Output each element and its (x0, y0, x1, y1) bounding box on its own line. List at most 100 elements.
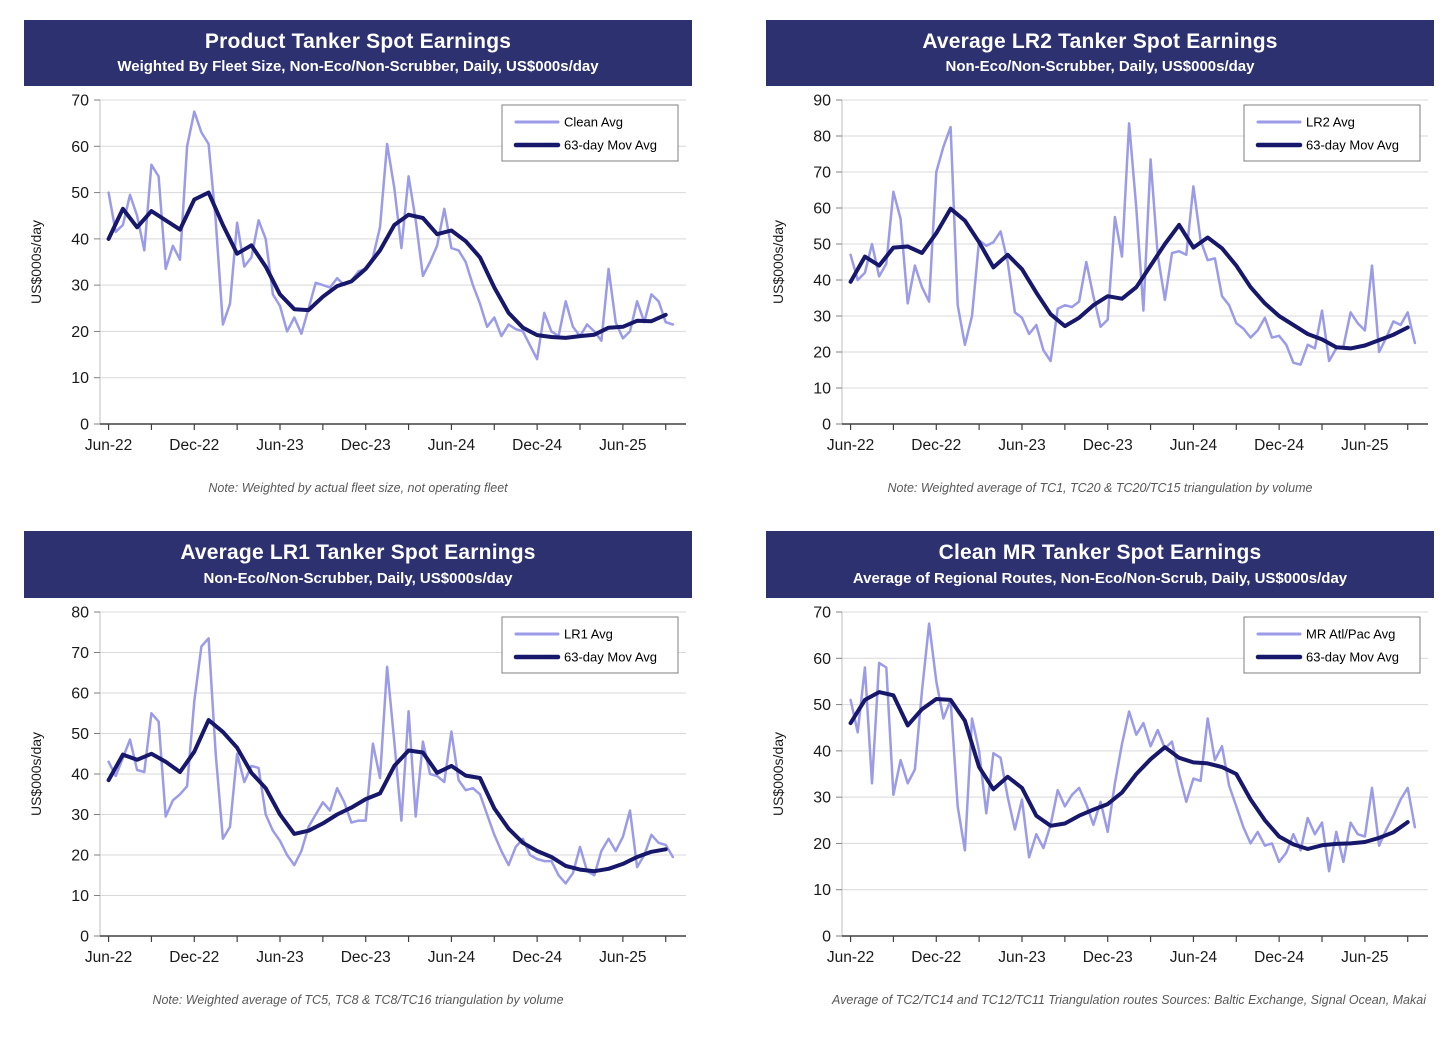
y-tick-label: 10 (813, 381, 831, 398)
x-tick-label: Jun-25 (1341, 437, 1388, 454)
y-tick-label: 50 (71, 726, 89, 743)
y-tick-label: 30 (71, 807, 89, 824)
series-line-63-day-mov-avg (848, 689, 1410, 851)
chart-title: Product Tanker Spot Earnings (204, 30, 512, 53)
panel-lr1-tanker: Average LR1 Tanker Spot Earnings Non-Eco… (24, 531, 692, 1012)
y-tick-label: 20 (813, 835, 831, 852)
series-line-63-day-mov-avg (106, 190, 668, 341)
y-tick-label: 40 (813, 273, 831, 290)
chart-note: Note: Weighted average of TC5, TC8 & TC8… (152, 992, 564, 1007)
legend-box (1243, 104, 1421, 162)
series-line-63-day-mov-avg (106, 717, 668, 873)
y-tick-label: 50 (813, 697, 831, 714)
y-tick-label: 40 (71, 232, 89, 249)
y-tick-label: 0 (822, 417, 831, 434)
x-tick-label: Jun-22 (85, 437, 132, 454)
series-line-lr2-avg (849, 122, 1417, 367)
product-tanker-chart-canvas: 0 10 20 30 40 50 60 70 US$000s/day Jun-22 Dec-22 Ju… (28, 93, 686, 454)
y-tick-label: 80 (813, 129, 831, 146)
y-tick-label: 90 (813, 93, 831, 110)
x-tick-label: Dec-23 (1083, 437, 1133, 454)
legend-box (501, 104, 679, 162)
y-tick-label: 60 (71, 139, 89, 156)
y-tick-label: 20 (71, 847, 89, 864)
series-line-lr1-avg (107, 636, 675, 885)
y-tick-label: 30 (813, 309, 831, 326)
y-axis-label: US$000s/day (770, 220, 786, 304)
x-tick-label: Jun-24 (1170, 437, 1218, 454)
y-axis-label: US$000s/day (770, 731, 786, 815)
chart-area: 0 10 20 30 40 50 60 70 US$000s/day Jun-22 Dec-22 Ju… (24, 86, 692, 478)
legend-label: Clean Avg (564, 115, 623, 130)
x-tick-label: Jun-24 (1170, 949, 1218, 966)
y-tick-label: 50 (813, 237, 831, 254)
legend-label: 63-day Mov Avg (1306, 138, 1399, 153)
x-tick-label: Jun-22 (827, 949, 874, 966)
y-tick-label: 70 (71, 645, 89, 662)
y-tick-label: 0 (822, 928, 831, 945)
series-line-mr-atl-pac-avg (849, 621, 1417, 872)
y-tick-label: 0 (80, 417, 89, 434)
lr1-chart-canvas: 0 10 20 30 40 50 60 70 80 US$000s/day Jun-22 Dec-22… (28, 604, 686, 966)
y-tick-label: 80 (71, 604, 89, 621)
y-tick-label: 30 (71, 278, 89, 295)
chart-area: 0 10 20 30 40 50 60 70 80 US$000s/day Jun-22 Dec-22… (24, 598, 692, 990)
legend-box (501, 616, 679, 673)
x-tick-label: Dec-23 (341, 949, 391, 966)
dashboard-grid: Product Tanker Spot Earnings Weighted By… (24, 20, 1434, 1012)
y-tick-label: 60 (71, 685, 89, 702)
y-tick-label: 10 (71, 370, 89, 387)
x-tick-label: Jun-24 (428, 949, 476, 966)
panel-product-tanker: Product Tanker Spot Earnings Weighted By… (24, 20, 692, 501)
x-tick-label: Dec-23 (341, 437, 391, 454)
x-tick-label: Dec-24 (512, 949, 562, 966)
x-tick-label: Dec-22 (911, 437, 961, 454)
panel-mr-tanker: Clean MR Tanker Spot Earnings Average of… (766, 531, 1434, 1012)
x-tick-label: Jun-25 (1341, 949, 1388, 966)
legend-label: LR1 Avg (564, 626, 613, 641)
legend-label: LR2 Avg (1306, 115, 1355, 130)
x-tick-label: Jun-25 (599, 437, 646, 454)
y-tick-label: 10 (71, 888, 89, 905)
x-tick-label: Dec-24 (512, 437, 562, 454)
chart-banner: Average LR2 Tanker Spot Earnings Non-Eco… (766, 20, 1434, 87)
chart-note: Note: Weighted average of TC1, TC20 & TC… (887, 481, 1313, 496)
x-tick-label: Dec-22 (911, 949, 961, 966)
x-tick-label: Jun-25 (599, 949, 646, 966)
y-tick-label: 70 (813, 604, 831, 621)
x-tick-label: Jun-23 (998, 949, 1045, 966)
y-axis-label: US$000s/day (28, 731, 44, 815)
x-tick-label: Dec-23 (1083, 949, 1133, 966)
legend-label: 63-day Mov Avg (564, 138, 657, 153)
x-tick-label: Jun-22 (827, 437, 874, 454)
x-tick-label: Jun-23 (256, 949, 303, 966)
lr2-chart-canvas: 0 10 20 30 40 50 60 70 80 90 US$000s/day Jun-22 Dec-… (770, 93, 1428, 454)
chart-area: 0 10 20 30 40 50 60 70 US$000s/day Jun-22 Dec-22 Ju… (766, 598, 1434, 990)
x-tick-label: Jun-23 (256, 437, 303, 454)
chart-title: Clean MR Tanker Spot Earnings (938, 541, 1262, 565)
legend-label: MR Atl/Pac Avg (1306, 626, 1395, 641)
y-tick-label: 10 (813, 882, 831, 899)
sources-note: Sources: Baltic Exchange, Signal Ocean, … (1161, 992, 1426, 1007)
y-tick-label: 20 (813, 345, 831, 362)
chart-subtitle: Average of Regional Routes, Non-Eco/Non-… (852, 569, 1348, 587)
y-axis-label: US$000s/day (28, 220, 44, 304)
y-tick-label: 50 (71, 185, 89, 202)
chart-title: Average LR2 Tanker Spot Earnings (922, 30, 1278, 53)
chart-banner: Product Tanker Spot Earnings Weighted By… (24, 20, 692, 87)
chart-note: Average of TC2/TC14 and TC12/TC11 Triang… (832, 992, 1158, 1007)
x-tick-label: Jun-24 (428, 437, 476, 454)
y-tick-label: 30 (813, 789, 831, 806)
chart-banner: Clean MR Tanker Spot Earnings Average of… (766, 531, 1434, 598)
chart-footer: Average of TC2/TC14 and TC12/TC11 Triang… (766, 993, 1434, 1013)
y-tick-label: 60 (813, 201, 831, 218)
y-tick-label: 70 (71, 93, 89, 110)
x-tick-label: Jun-22 (85, 949, 132, 966)
legend-box (1243, 616, 1421, 673)
chart-subtitle: Weighted By Fleet Size, Non-Eco/Non-Scru… (117, 58, 599, 76)
chart-banner: Average LR1 Tanker Spot Earnings Non-Eco… (24, 531, 692, 598)
chart-area: 0 10 20 30 40 50 60 70 80 90 US$000s/day Jun-22 Dec-… (766, 86, 1434, 478)
y-tick-label: 40 (71, 766, 89, 783)
y-tick-label: 60 (813, 650, 831, 667)
mr-chart-canvas: 0 10 20 30 40 50 60 70 US$000s/day Jun-22 Dec-22 Ju… (770, 604, 1428, 966)
